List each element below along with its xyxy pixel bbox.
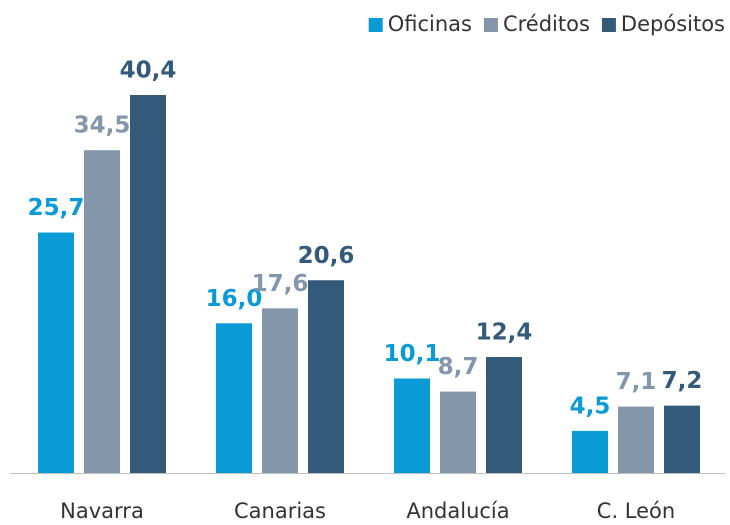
bar <box>572 430 608 473</box>
x-tick-label: Andalucía <box>406 499 509 523</box>
bar <box>262 308 298 473</box>
data-label: 12,4 <box>476 319 533 345</box>
legend-label: Créditos <box>503 12 590 36</box>
bar <box>664 405 700 473</box>
legend-swatch <box>368 18 383 32</box>
data-label: 7,1 <box>616 369 657 395</box>
data-label: 34,5 <box>74 113 131 139</box>
bar <box>38 232 74 473</box>
data-label: 8,7 <box>438 354 479 380</box>
x-tick-label: C. León <box>597 499 675 523</box>
legend-label: Oficinas <box>388 12 472 36</box>
bar <box>618 406 654 473</box>
bar <box>130 95 166 473</box>
bar <box>84 150 120 473</box>
bar <box>440 391 476 473</box>
legend-swatch <box>601 18 616 32</box>
data-label: 7,2 <box>662 368 703 394</box>
data-label: 10,1 <box>384 341 441 367</box>
data-label: 40,4 <box>120 58 177 84</box>
data-label: 20,6 <box>298 243 355 269</box>
legend-swatch <box>483 18 498 32</box>
x-tick-label: Canarias <box>234 499 326 523</box>
x-tick-label: Navarra <box>60 499 144 523</box>
data-label: 16,0 <box>206 286 263 312</box>
data-label: 4,5 <box>570 393 611 419</box>
bar <box>394 378 430 473</box>
data-label: 17,6 <box>252 271 309 297</box>
bar <box>216 323 252 473</box>
bar <box>486 356 522 473</box>
bar <box>308 280 344 473</box>
data-label: 25,7 <box>28 195 85 221</box>
legend-label: Depósitos <box>621 12 725 36</box>
